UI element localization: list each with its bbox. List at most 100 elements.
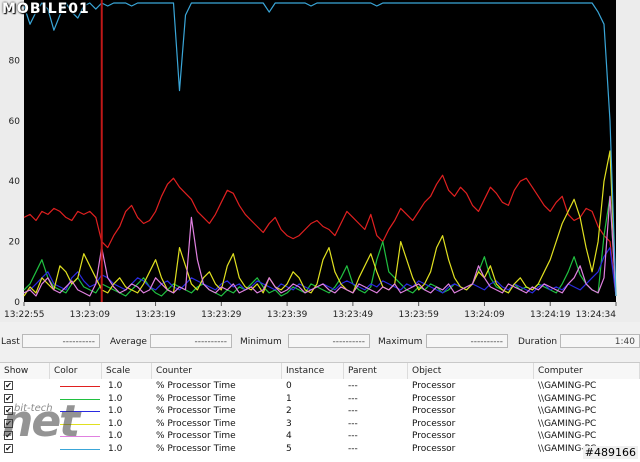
bit-tech-watermark: bit-tech	[14, 403, 53, 414]
cell-scale: 1.0	[108, 381, 123, 391]
color-swatch	[60, 436, 100, 437]
x-tick-label: 13:23:29	[201, 310, 242, 320]
cell-counter: % Processor Time	[156, 443, 236, 454]
cell-scale: 1.0	[108, 443, 123, 454]
cell-scale: 1.0	[108, 431, 123, 441]
color-swatch	[60, 448, 100, 450]
cell-scale: 1.0	[108, 406, 123, 416]
graph-svg: 0 20 40 60 80 13:22:55 13:23:09 13:23:19 13:23:2…	[4, 0, 617, 320]
series-line-5	[23, 2, 617, 297]
show-checkbox[interactable]: ✔	[4, 431, 13, 440]
cell-computer: \\GAMING-PC	[538, 406, 597, 416]
cell-scale: 1.0	[108, 418, 123, 429]
cell-counter: % Processor Time	[156, 393, 236, 404]
x-tick-label: 13:23:59	[398, 310, 439, 320]
header-show[interactable]: Show	[0, 363, 50, 379]
cell-object: Processor	[412, 381, 456, 391]
cell-object: Processor	[412, 406, 456, 416]
cell-parent: ---	[348, 406, 358, 416]
color-swatch	[60, 423, 100, 425]
image-id: #489166	[582, 446, 638, 459]
mobile01-logo: MOBILE01	[2, 1, 90, 17]
cell-instance: 2	[286, 406, 292, 416]
cell-object: Processor	[412, 431, 456, 441]
header-scale[interactable]: Scale	[102, 363, 152, 379]
x-tick-label: 13:23:39	[267, 310, 308, 320]
cell-computer: \\GAMING-PC	[538, 393, 597, 404]
table-row[interactable]: ✔ 1.0 % Processor Time 3 --- Processor \\GAMIN…	[0, 418, 640, 431]
cell-computer: \\GAMING-PC	[538, 443, 597, 454]
performance-graph[interactable]: 0 20 40 60 80 13:22:55 13:23:09 13:23:19 13:23:2…	[0, 0, 640, 322]
minimum-value: ----------	[288, 334, 370, 348]
cell-parent: ---	[348, 443, 358, 454]
duration-label: Duration	[518, 337, 558, 347]
last-label: Last	[1, 337, 20, 347]
table-row[interactable]: ✔ 1.0 % Processor Time 0 --- Processor \\GAMIN…	[0, 380, 640, 393]
series-line-3	[23, 150, 617, 297]
cell-instance: 0	[286, 381, 292, 391]
minimum-label: Minimum	[240, 337, 282, 347]
color-swatch	[60, 398, 100, 400]
y-tick-label: 0	[14, 298, 20, 308]
cell-instance: 1	[286, 393, 292, 404]
color-swatch	[60, 386, 100, 387]
maximum-label: Maximum	[378, 337, 423, 347]
y-tick-label: 80	[9, 56, 21, 66]
stats-bar: Last ---------- Average ---------- Minim…	[0, 333, 640, 353]
x-tick-label: 13:23:49	[333, 310, 374, 320]
cell-counter: % Processor Time	[156, 406, 236, 416]
x-tick-label: 13:24:19	[530, 310, 571, 320]
series-line-4	[23, 195, 617, 297]
cell-counter: % Processor Time	[156, 418, 236, 429]
y-tick-label: 20	[9, 238, 21, 248]
average-label: Average	[110, 337, 147, 347]
show-checkbox[interactable]: ✔	[4, 406, 13, 415]
cell-instance: 5	[286, 443, 292, 454]
average-value: ----------	[150, 334, 232, 348]
x-tick-label: 13:23:09	[70, 310, 111, 320]
y-tick-label: 60	[9, 117, 21, 127]
cell-instance: 3	[286, 418, 292, 429]
cell-object: Processor	[412, 393, 456, 404]
cell-parent: ---	[348, 418, 358, 429]
header-parent[interactable]: Parent	[344, 363, 408, 379]
series-line-0	[23, 174, 617, 297]
x-tick-label: 13:24:34	[576, 310, 617, 320]
header-counter[interactable]: Counter	[152, 363, 282, 379]
table-row[interactable]: ✔ 1.0 % Processor Time 5 --- Processor \\GAMIN…	[0, 443, 640, 456]
cell-parent: ---	[348, 381, 358, 391]
cell-parent: ---	[348, 431, 358, 441]
x-tick-label: 13:24:09	[464, 310, 505, 320]
header-computer[interactable]: Computer	[534, 363, 640, 379]
series-line-1	[23, 195, 617, 297]
color-swatch	[60, 411, 100, 412]
show-checkbox[interactable]: ✔	[4, 381, 13, 390]
table-row[interactable]: ✔ 1.0 % Processor Time 4 --- Processor \\GAMIN…	[0, 430, 640, 443]
x-tick-label: 13:23:19	[135, 310, 176, 320]
cell-object: Processor	[412, 418, 456, 429]
cell-counter: % Processor Time	[156, 431, 236, 441]
cell-computer: \\GAMING-PC	[538, 431, 597, 441]
duration-value: 1:40	[560, 334, 640, 348]
table-row[interactable]: ✔ 1.0 % Processor Time 2 --- Processor \\GAMIN…	[0, 405, 640, 418]
header-color[interactable]: Color	[50, 363, 102, 379]
header-object[interactable]: Object	[408, 363, 534, 379]
show-checkbox[interactable]: ✔	[4, 443, 13, 453]
header-instance[interactable]: Instance	[282, 363, 344, 379]
cell-counter: % Processor Time	[156, 381, 236, 391]
y-tick-label: 40	[9, 177, 21, 187]
cell-scale: 1.0	[108, 393, 123, 404]
show-checkbox[interactable]: ✔	[4, 393, 13, 403]
cell-computer: \\GAMING-PC	[538, 418, 597, 429]
net-watermark: net	[2, 396, 80, 447]
table-row[interactable]: ✔ 1.0 % Processor Time 1 --- Processor \\GAMIN…	[0, 393, 640, 406]
last-value: ----------	[22, 334, 100, 348]
cell-object: Processor	[412, 443, 456, 454]
counter-table: Show Color Scale Counter Instance Parent…	[0, 362, 640, 462]
cell-computer: \\GAMING-PC	[538, 381, 597, 391]
plot-background	[24, 0, 616, 302]
cell-instance: 4	[286, 431, 292, 441]
cell-parent: ---	[348, 393, 358, 404]
show-checkbox[interactable]: ✔	[4, 418, 13, 428]
x-tick-label: 13:22:55	[4, 310, 44, 320]
